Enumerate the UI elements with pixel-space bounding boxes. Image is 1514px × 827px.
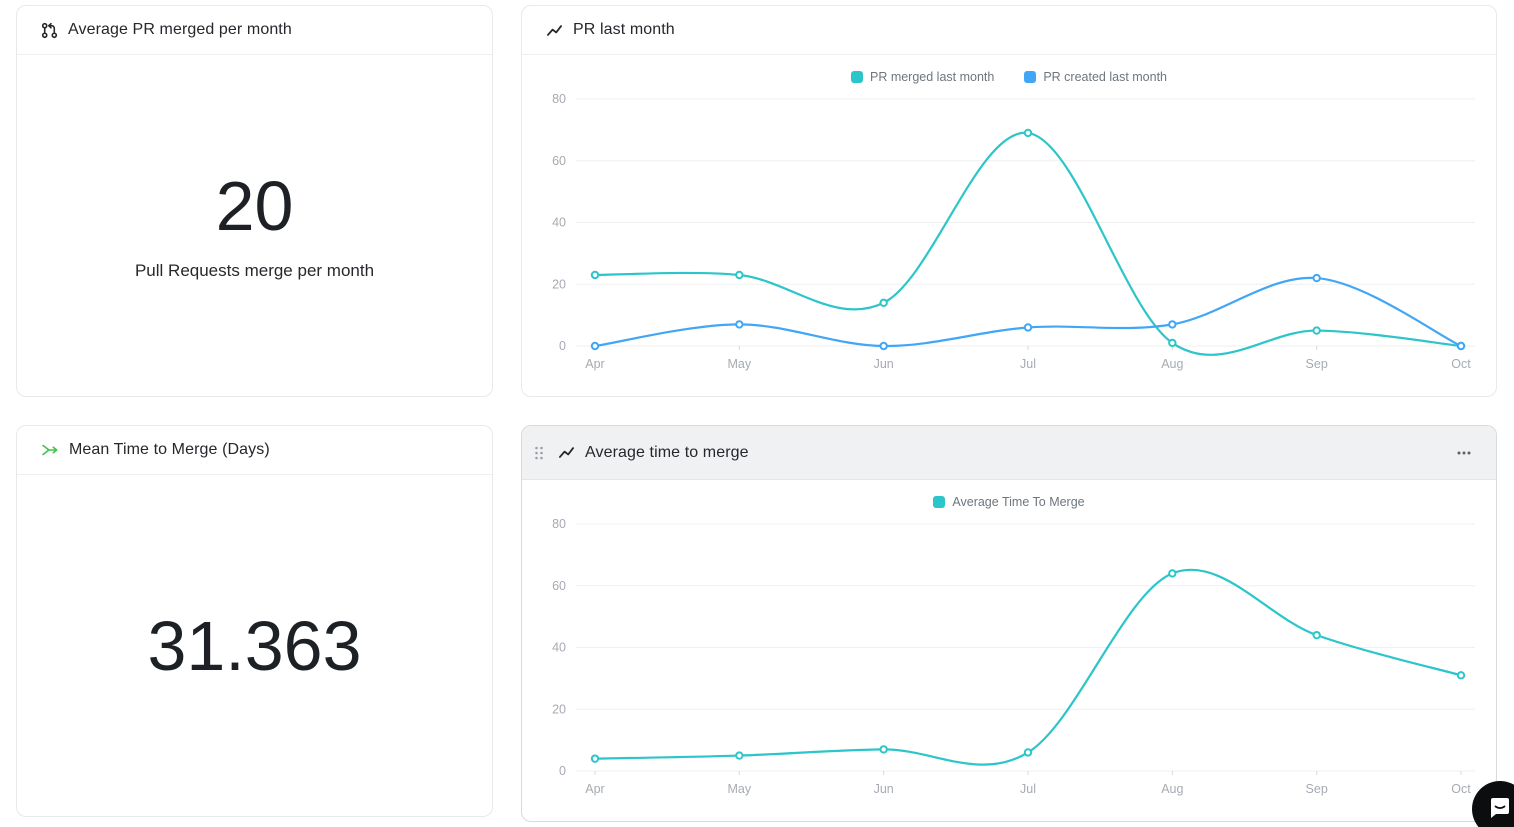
merge-arrow-icon [41,442,59,458]
stat-value: 20 [215,166,294,245]
card-average-time-to-merge: Average time to merge Average Time To Me… [521,425,1497,822]
stat-value: 31.363 [147,606,362,685]
card-body: 20 Pull Requests merge per month [17,55,492,396]
chart-container: Average Time To Merge 0 20 40 60 80 Apr May Jun… [522,480,1496,818]
chart-container: PR merged last month PR created last mont… [522,55,1496,393]
legend-item[interactable]: Average Time To Merge [933,495,1085,509]
stat-label: Pull Requests merge per month [134,260,375,280]
line-chart-icon [558,444,575,461]
svg-text:0: 0 [559,764,566,778]
legend-item[interactable]: PR merged last month [850,70,995,84]
svg-text:Sep: Sep [1306,782,1328,796]
ellipsis-icon [1457,451,1471,454]
svg-text:80: 80 [552,517,566,531]
svg-text:60: 60 [552,154,566,168]
legend-swatch [1024,71,1037,83]
svg-text:Jul: Jul [1020,782,1036,796]
svg-text:May: May [728,357,752,371]
card-title: Average PR merged per month [68,21,292,38]
svg-text:Aug: Aug [1161,357,1183,371]
card-header: Mean Time to Merge (Days) [17,426,492,475]
chat-launcher-button[interactable] [1472,781,1514,827]
svg-text:Sep: Sep [1306,357,1328,371]
pull-request-icon [41,22,58,39]
svg-text:May: May [728,782,752,796]
svg-text:Apr: Apr [585,357,604,371]
svg-text:Jun: Jun [874,357,894,371]
svg-text:Aug: Aug [1161,782,1183,796]
card-header: Average time to merge [522,426,1496,480]
card-title: Average time to merge [585,443,749,461]
chat-bubble-icon [1491,798,1509,818]
svg-text:80: 80 [552,92,566,106]
svg-text:0: 0 [559,339,566,353]
card-average-pr-merged: Average PR merged per month 20 Pull Requ… [16,5,493,397]
svg-text:Oct: Oct [1451,782,1471,796]
legend-label: PR merged last month [869,70,995,84]
card-title: PR last month [573,21,675,38]
card-body: 31.363 [17,475,492,816]
drag-handle-icon[interactable] [532,441,546,465]
svg-text:20: 20 [552,277,566,291]
more-options-button[interactable] [1448,446,1480,460]
svg-text:Jun: Jun [874,782,894,796]
legend-label: PR created last month [1043,70,1168,84]
card-pr-last-month: PR last month PR merged last month PR cre… [521,5,1497,397]
legend-swatch [933,496,946,508]
svg-text:40: 40 [552,641,566,655]
line-chart-plot: 0 20 40 60 80 Apr May Jun Jul Aug Sep Oct [552,92,1475,371]
card-title: Mean Time to Merge (Days) [69,441,270,458]
legend-swatch [850,71,863,83]
svg-text:Apr: Apr [585,782,604,796]
legend-label: Average Time To Merge [952,495,1085,509]
legend-item[interactable]: PR created last month [1024,70,1167,84]
card-header: PR last month [522,6,1496,55]
card-mean-time-to-merge: Mean Time to Merge (Days) 31.363 [16,425,493,817]
chart-legend: PR merged last month PR created last mont… [522,55,1496,91]
line-chart-icon [546,22,563,39]
chart-legend: Average Time To Merge [522,480,1496,516]
svg-text:40: 40 [552,216,566,230]
svg-text:60: 60 [552,579,566,593]
svg-text:Oct: Oct [1451,357,1471,371]
card-header: Average PR merged per month [17,6,492,55]
svg-text:Jul: Jul [1020,357,1036,371]
svg-text:20: 20 [552,702,566,716]
line-chart-plot: 0 20 40 60 80 Apr May Jun Jul Aug Sep Oct [552,517,1475,796]
